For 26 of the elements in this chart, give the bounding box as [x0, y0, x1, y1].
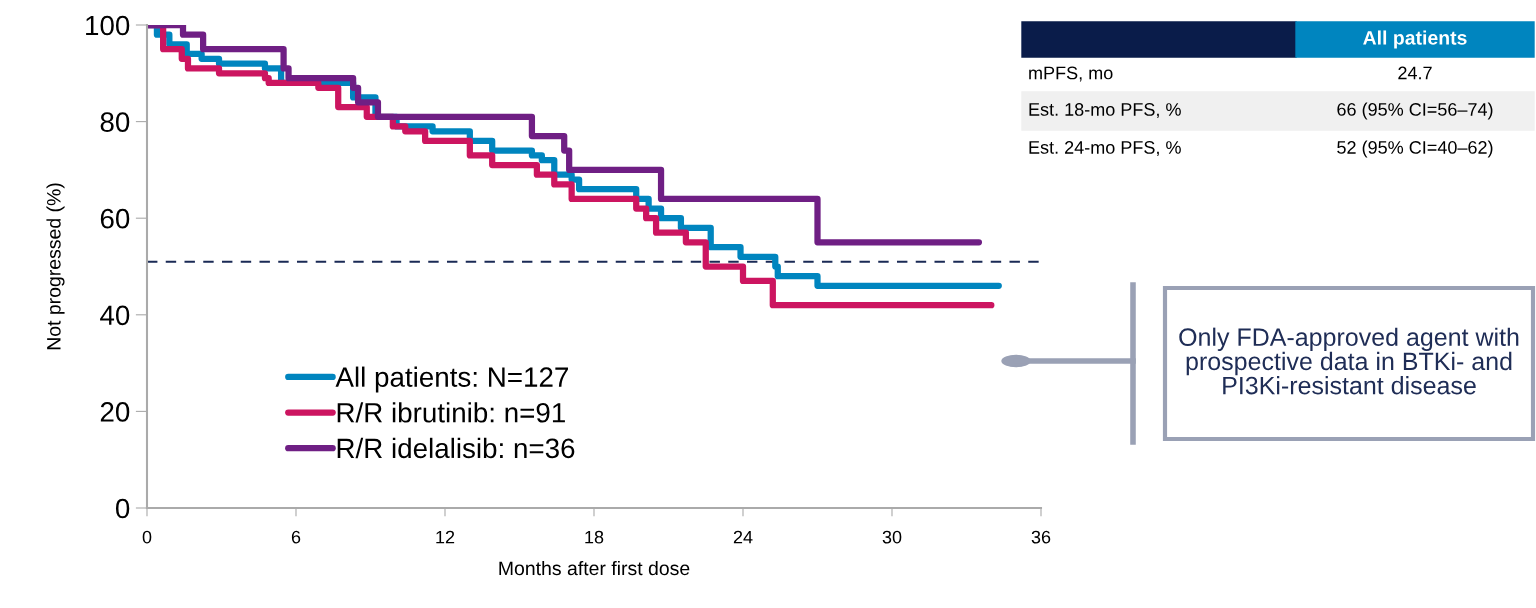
y-tick-label: 100 — [86, 15, 130, 36]
y-tick-label: 80 — [100, 112, 130, 132]
text: 24.7 — [1398, 66, 1432, 80]
annotation: mPFS, mo — [1029, 66, 1113, 82]
x-tick-label: 0 — [142, 530, 152, 544]
x-tick-label: 6 — [291, 530, 301, 544]
text: All patients — [1363, 30, 1467, 49]
text: Only FDA-approved agent with prospective data in BTKi- and PI3Ki-resistant disease — [1179, 327, 1519, 395]
annotation: Est. 18-mo PFS, % — [1029, 103, 1181, 118]
text: 52 (95% CI=40–62) — [1337, 140, 1493, 158]
x-axis-title: Months after first dose — [499, 560, 690, 576]
y-axis-title: Not progressed (%) — [46, 183, 65, 350]
x-tick-label: 24 — [733, 530, 753, 544]
x-tick-label: 12 — [436, 530, 455, 544]
legend-label: R/R idelalisib: n=36 — [337, 437, 575, 459]
legend-label: All patients: N=127 — [335, 366, 568, 393]
annotation: Est. 24-mo PFS, % — [1029, 141, 1181, 156]
x-tick-label: 30 — [882, 530, 902, 544]
y-tick-label: 20 — [100, 402, 130, 422]
x-tick-label: 18 — [585, 530, 604, 544]
x-tick-label: 36 — [1031, 530, 1051, 544]
text: 66 (95% CI=56–74) — [1337, 102, 1493, 120]
y-tick-label: 60 — [100, 208, 130, 229]
y-tick-label: 40 — [100, 305, 130, 326]
y-tick-label: 0 — [115, 498, 130, 519]
legend-label: R/R ibrutinib: n=91 — [337, 402, 565, 423]
